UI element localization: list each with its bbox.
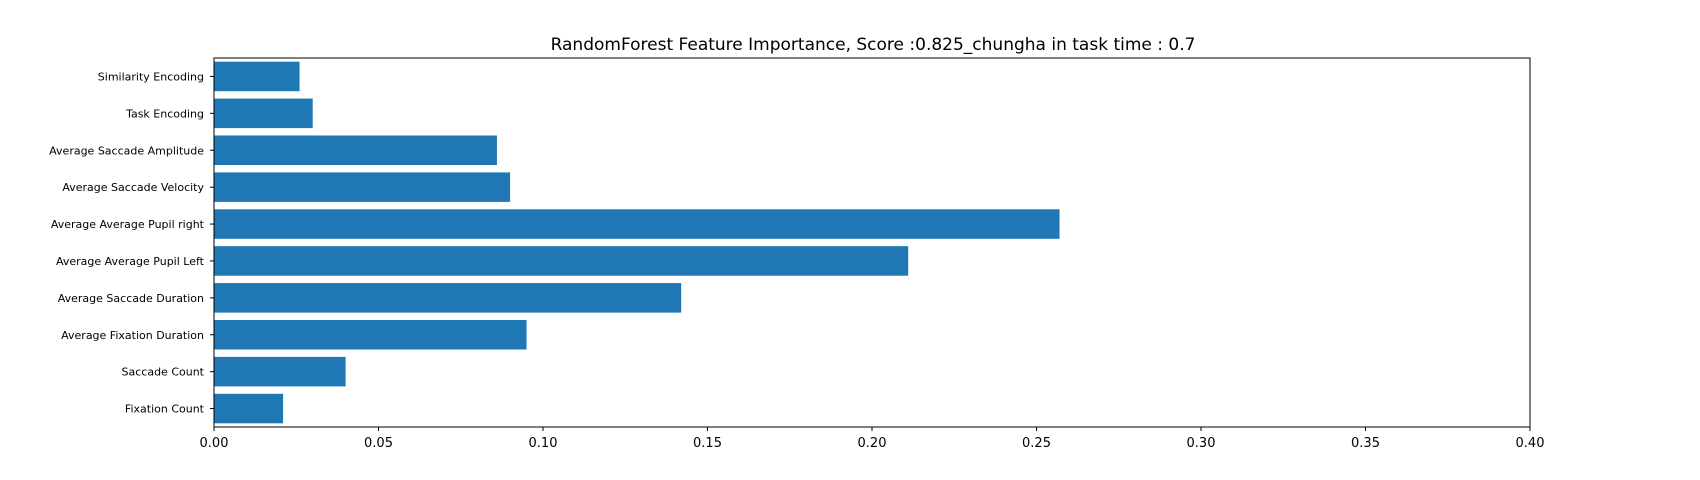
x-tick-label: 0.10 [529, 436, 558, 451]
x-tick-label: 0.35 [1351, 436, 1380, 451]
bar-similarity-encoding [214, 61, 300, 92]
bar-average-saccade-amplitude [214, 135, 497, 166]
y-tick-label: Similarity Encoding [98, 70, 204, 83]
y-tick-label: Saccade Count [122, 366, 205, 379]
x-tick-label: 0.00 [200, 436, 229, 451]
bar-fixation-count [214, 393, 284, 424]
bar-task-encoding [214, 98, 313, 129]
y-tick-label: Average Fixation Duration [61, 329, 204, 342]
x-tick-label: 0.25 [1022, 436, 1051, 451]
x-tick-label: 0.40 [1516, 436, 1545, 451]
y-tick-label: Average Saccade Duration [58, 292, 204, 305]
bar-average-average-pupil-left [214, 246, 909, 276]
y-axis: Fixation Count Saccade Count Average Fixat… [49, 70, 214, 416]
plot-frame [213, 57, 1531, 428]
bar-average-saccade-duration [214, 283, 682, 313]
chart-title: RandomForest Feature Importance, Score :… [551, 35, 1196, 55]
x-tick-label: 0.20 [858, 436, 887, 451]
bar-saccade-count [214, 356, 346, 387]
x-tick-label: 0.15 [693, 436, 722, 451]
y-tick-label: Average Average Pupil Left [56, 255, 205, 268]
y-tick-label: Average Saccade Velocity [62, 181, 204, 194]
bar-average-saccade-velocity [214, 172, 511, 202]
bars-layer [214, 61, 1060, 424]
x-tick-label: 0.30 [1187, 436, 1216, 451]
bar-average-average-pupil-right [214, 209, 1060, 239]
y-tick-label: Task Encoding [125, 107, 204, 120]
y-tick-label: Average Average Pupil right [51, 218, 205, 231]
x-axis: 0.00 0.05 0.10 0.15 0.20 0.25 0.30 0.35 0.40 [200, 427, 1545, 451]
y-tick-label: Fixation Count [125, 403, 205, 416]
y-tick-label: Average Saccade Amplitude [49, 144, 204, 157]
x-tick-label: 0.05 [364, 436, 393, 451]
bar-average-fixation-duration [214, 319, 527, 350]
